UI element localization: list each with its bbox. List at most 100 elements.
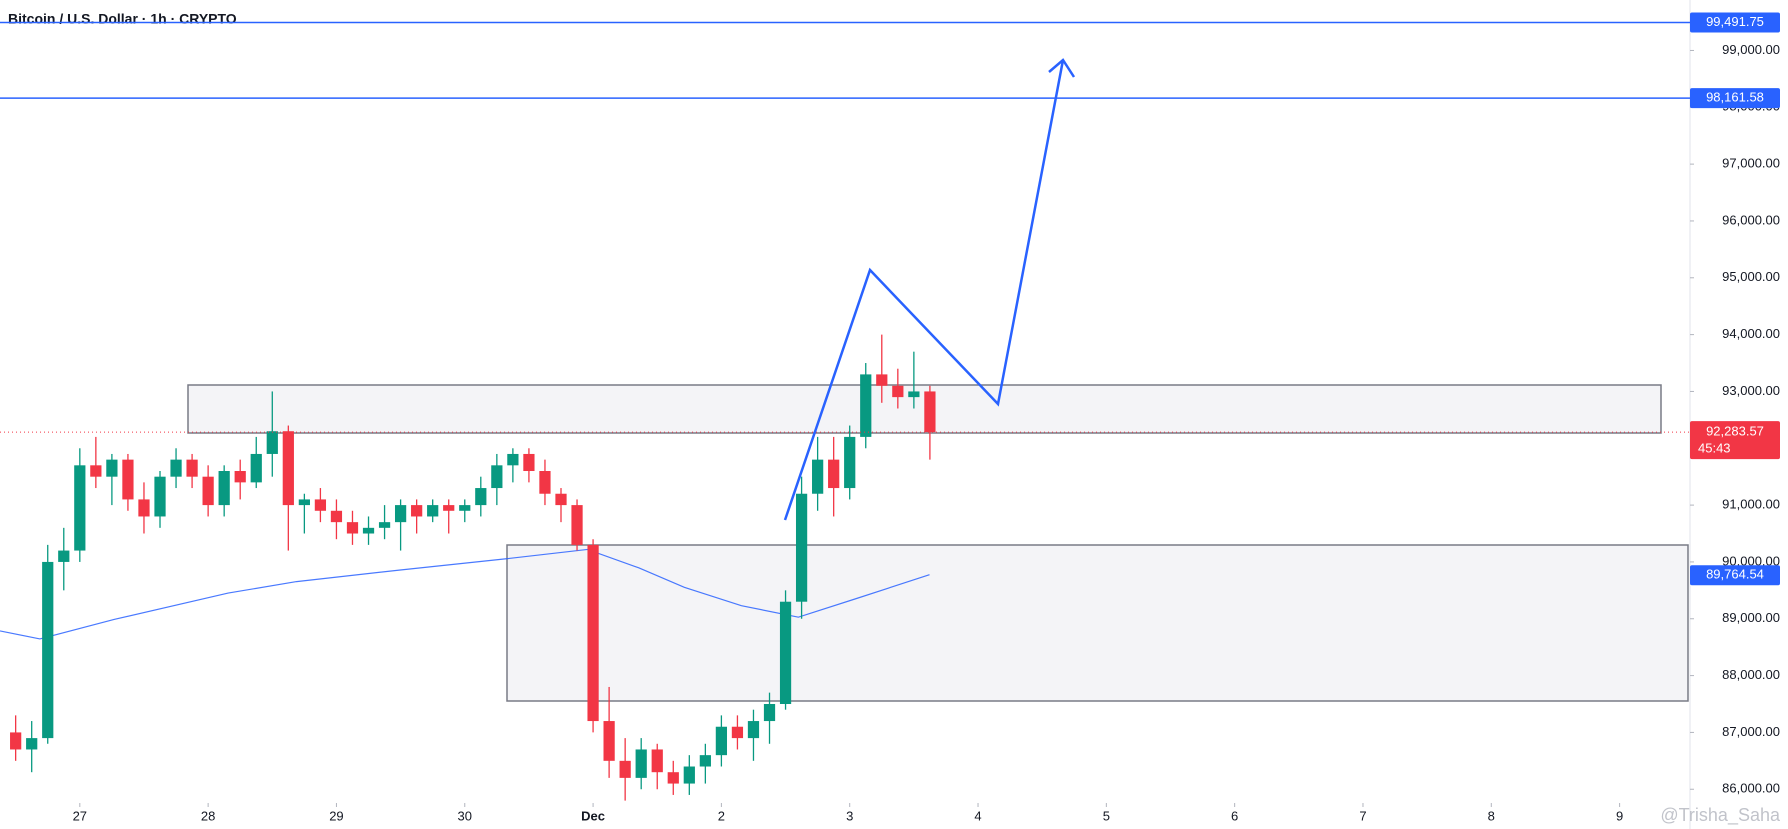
candle-body <box>58 550 70 562</box>
x-tick-label: 7 <box>1359 808 1366 823</box>
candle-body <box>587 544 599 722</box>
candle-body <box>715 726 728 756</box>
candle-body <box>170 459 182 477</box>
candle-body <box>475 488 487 506</box>
candle-body <box>892 385 904 398</box>
candle-body <box>795 493 808 602</box>
level-label: 98,161.58 <box>1706 90 1764 105</box>
x-tick-label: Dec <box>581 808 605 823</box>
y-tick-label: 91,000.00 <box>1722 497 1780 512</box>
candle-body <box>507 453 519 466</box>
candle-body <box>828 459 840 489</box>
candle-body <box>186 459 198 477</box>
last-price-label: 92,283.57 <box>1706 424 1764 439</box>
candle-body <box>250 453 262 483</box>
countdown: 45:43 <box>1698 441 1731 456</box>
y-tick-label: 94,000.00 <box>1722 326 1780 341</box>
candle-body <box>394 505 407 523</box>
candle-body <box>42 561 54 739</box>
level-label-box <box>1690 88 1780 109</box>
candle-body <box>282 431 294 506</box>
y-tick-label: 90,000.00 <box>1722 553 1780 568</box>
candle-body <box>844 436 856 489</box>
last-price-box <box>1690 421 1780 460</box>
candle-body <box>555 493 567 506</box>
y-tick-label: 87,000.00 <box>1722 724 1780 739</box>
candle-body <box>635 749 647 778</box>
y-tick-label: 88,000.00 <box>1722 667 1780 682</box>
y-tick-label: 96,000.00 <box>1722 212 1780 227</box>
candle-body <box>26 738 38 750</box>
candle-body <box>427 505 439 517</box>
watermark: @Trisha_Saha <box>1660 805 1781 826</box>
candle-body <box>154 476 166 517</box>
candle-body <box>346 522 359 534</box>
candle-body <box>571 505 583 545</box>
projection-arrow <box>783 59 1065 521</box>
candle-body <box>876 374 888 386</box>
candle-body <box>234 471 246 483</box>
candle-body <box>667 772 679 784</box>
candle-body <box>603 721 615 761</box>
candle-body <box>10 732 22 750</box>
x-tick-label: 2 <box>718 808 725 823</box>
candle-body <box>619 760 631 778</box>
candle-body <box>747 721 760 739</box>
x-tick-label: 28 <box>201 808 215 823</box>
candle-body <box>908 391 920 398</box>
candle-body <box>411 505 423 517</box>
candle-body <box>731 726 744 739</box>
candle-body <box>202 476 214 506</box>
x-tick-label: 27 <box>73 808 87 823</box>
x-tick-label: 3 <box>846 808 853 823</box>
candle-body <box>683 766 695 784</box>
candle-body <box>298 499 310 506</box>
candle-body <box>651 749 663 773</box>
candle-body <box>138 499 150 517</box>
x-tick-label: 8 <box>1488 808 1495 823</box>
candle-body <box>106 459 118 477</box>
candle-body <box>860 374 872 437</box>
candle-body <box>539 471 551 494</box>
y-tick-label: 89,000.00 <box>1722 610 1780 625</box>
candle-body <box>523 453 535 472</box>
candle-body <box>378 522 391 528</box>
chart-title: Bitcoin / U.S. Dollar · 1h · CRYPTO <box>8 11 237 27</box>
x-tick-label: 9 <box>1616 808 1623 823</box>
candle-body <box>763 704 776 722</box>
y-tick-label: 99,000.00 <box>1722 42 1780 57</box>
y-tick-label: 95,000.00 <box>1722 269 1780 284</box>
candle-body <box>90 465 102 477</box>
x-tick-label: 4 <box>974 808 981 823</box>
candle-body <box>699 755 711 767</box>
x-tick-label: 29 <box>329 808 343 823</box>
candle-body <box>459 505 471 511</box>
candle-body <box>314 499 327 511</box>
arrow-head <box>1048 58 1076 78</box>
candle-body <box>330 510 343 523</box>
ma-label: 89,764.54 <box>1706 567 1764 582</box>
level-label-box <box>1690 12 1780 33</box>
candle-body <box>491 465 503 489</box>
candle-body <box>812 459 824 494</box>
x-tick-label: 30 <box>458 808 472 823</box>
x-tick-label: 5 <box>1103 808 1110 823</box>
y-tick-label: 97,000.00 <box>1722 156 1780 171</box>
candle-body <box>74 465 86 551</box>
candle-body <box>924 391 936 433</box>
ma-label-box <box>1690 565 1780 586</box>
x-tick-label: 6 <box>1231 808 1238 823</box>
level-label: 99,491.75 <box>1706 14 1764 29</box>
y-tick-label: 86,000.00 <box>1722 781 1780 796</box>
candle-body <box>443 505 455 511</box>
candle-body <box>362 527 375 534</box>
candle-body <box>779 601 792 705</box>
candle-body <box>266 431 278 454</box>
candle-body <box>218 471 230 506</box>
y-tick-label: 93,000.00 <box>1722 383 1780 398</box>
support-zone <box>506 544 1689 702</box>
plot-area <box>0 334 1690 801</box>
candle-body <box>122 459 134 500</box>
